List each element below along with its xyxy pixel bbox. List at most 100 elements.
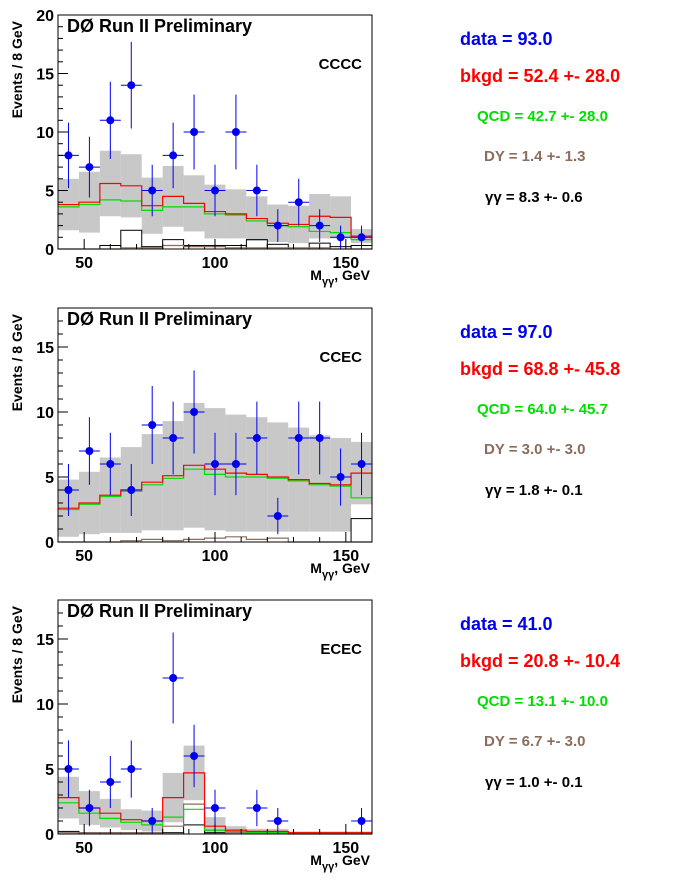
axis-ticks: [57, 14, 373, 250]
summary-data: data = 41.0: [460, 614, 553, 634]
y-tick-label: 15: [36, 632, 54, 649]
data-point: [85, 163, 94, 172]
data-point: [106, 778, 115, 786]
y-tick-label: 15: [36, 340, 54, 357]
x-axis-label-unit: , GeV: [334, 267, 370, 283]
data-point: [211, 460, 219, 468]
qcd-histogram: [58, 468, 372, 511]
x-tick-label: 50: [75, 548, 93, 565]
data-point: [106, 460, 115, 468]
summary-gg: γγ = 1.0 +- 0.1: [485, 774, 583, 791]
data-point: [294, 198, 303, 207]
summary-bkgd: bkgd = 20.8 +- 10.4: [460, 651, 620, 671]
data-point: [294, 434, 303, 442]
data-point: [273, 817, 282, 825]
data-point: [64, 486, 73, 494]
data-points: [58, 41, 372, 249]
y-tick-label: 0: [45, 535, 54, 552]
data-point: [273, 512, 282, 520]
x-tick-label: 150: [332, 840, 359, 857]
x-tick-label: 100: [202, 840, 229, 857]
summary-dy: DY = 6.7 +- 3.0: [484, 733, 585, 750]
y-axis-label: Events / 8 GeV: [9, 313, 25, 411]
summary-bkgd: bkgd = 52.4 +- 28.0: [460, 66, 620, 86]
category-label: CCEC: [319, 349, 362, 366]
summary-qcd: QCD = 42.7 +- 28.0: [477, 108, 608, 125]
x-axis-label: Mγγ, GeV: [310, 852, 370, 873]
data-point: [85, 804, 94, 812]
summary-gg: γγ = 8.3 +- 0.6: [485, 189, 583, 206]
y-tick-label: 5: [45, 762, 54, 779]
data-point: [252, 434, 261, 442]
y-tick-label: 10: [36, 697, 54, 714]
summary-qcd: QCD = 64.0 +- 45.7: [477, 401, 608, 418]
summary-block: data = 97.0 bkgd = 68.8 +- 45.8 QCD = 64.0…: [460, 322, 620, 499]
x-axis-label-sub: γγ: [322, 861, 335, 873]
data-point: [336, 473, 345, 481]
data-point: [127, 486, 136, 494]
data-point: [336, 233, 345, 242]
data-point: [273, 221, 282, 230]
x-tick-label: 100: [202, 548, 229, 565]
data-point: [357, 817, 366, 825]
x-axis-label-main: M: [310, 560, 322, 576]
x-axis-label-sub: γγ: [322, 276, 335, 288]
data-point: [252, 186, 261, 195]
x-axis-label-unit: , GeV: [334, 852, 370, 868]
chart-title: DØ Run II Preliminary: [67, 16, 252, 36]
data-point: [127, 765, 136, 773]
data-point: [315, 221, 324, 230]
y-tick-label: 10: [36, 405, 54, 422]
data-point: [169, 151, 178, 160]
x-axis-label-main: M: [310, 852, 322, 868]
data-point: [190, 408, 199, 416]
data-point: [357, 233, 366, 242]
x-tick-label: 150: [332, 255, 359, 272]
data-point: [169, 674, 178, 682]
summary-dy: DY = 1.4 +- 1.3: [484, 148, 585, 165]
data-point: [211, 804, 219, 812]
x-axis-label-main: M: [310, 267, 322, 283]
data-point: [190, 752, 199, 760]
summary-gg: γγ = 1.8 +- 0.1: [485, 482, 583, 499]
data-point: [169, 434, 178, 442]
x-axis-label-unit: , GeV: [334, 560, 370, 576]
data-point: [64, 765, 73, 773]
data-point: [190, 128, 199, 136]
chart-panel-ecec: 50 100 150 0 5 10 15 Events / 8 GeV Mγγ, GeV DØ R…: [9, 599, 620, 873]
summary-dy: DY = 3.0 +- 3.0: [484, 441, 585, 458]
data-point: [148, 421, 157, 429]
summary-data: data = 97.0: [460, 322, 553, 342]
data-point: [85, 447, 94, 455]
x-tick-label: 50: [75, 840, 93, 857]
data-point: [231, 128, 240, 136]
y-tick-label: 5: [45, 184, 54, 201]
data-point: [211, 186, 219, 195]
data-point: [106, 116, 115, 125]
x-tick-label: 150: [332, 548, 359, 565]
summary-data: data = 93.0: [460, 29, 553, 49]
data-point: [357, 460, 366, 468]
x-tick-label: 100: [202, 255, 229, 272]
data-point: [148, 817, 157, 825]
x-axis-label-sub: γγ: [322, 569, 335, 581]
x-tick-label: 50: [75, 255, 93, 272]
y-tick-label: 0: [45, 827, 54, 844]
y-axis-label: Events / 8 GeV: [9, 20, 25, 118]
y-axis-label: Events / 8 GeV: [9, 605, 25, 703]
summary-bkgd: bkgd = 68.8 +- 45.8: [460, 359, 620, 379]
chart-title: DØ Run II Preliminary: [67, 309, 252, 329]
y-tick-label: 10: [36, 125, 54, 142]
y-tick-label: 5: [45, 470, 54, 487]
axis-ticks: [57, 307, 373, 543]
chart-panel-ccec: 50 100 150 0 5 10 15 Events / 8 GeV Mγγ, GeV DØ R…: [9, 307, 620, 581]
y-tick-label: 20: [36, 8, 54, 25]
data-point: [127, 81, 136, 90]
data-point: [64, 151, 73, 160]
data-points: [58, 370, 372, 535]
data-point: [231, 460, 240, 468]
category-label: CCCC: [319, 56, 362, 73]
x-axis-label: Mγγ, GeV: [310, 560, 370, 581]
data-point: [148, 186, 157, 195]
